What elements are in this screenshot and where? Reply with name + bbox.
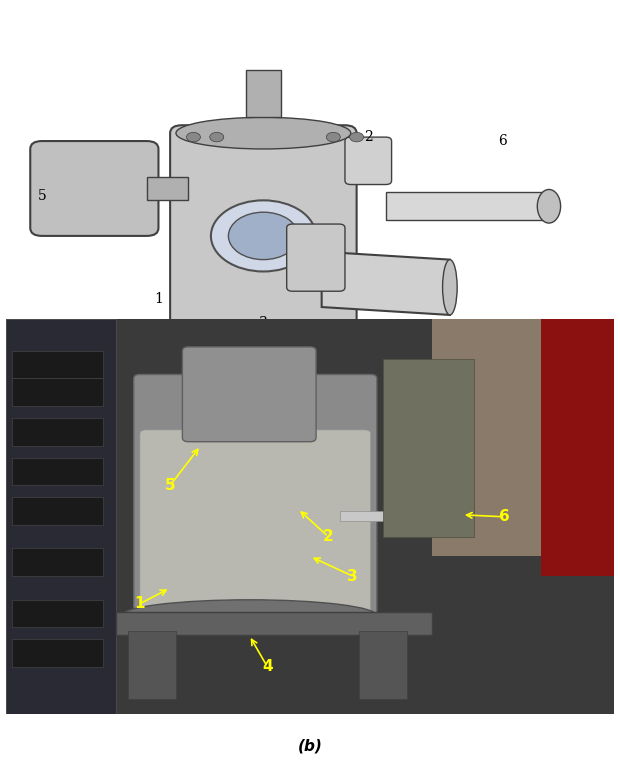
Circle shape [568,505,598,525]
Bar [6,319,115,714]
Text: 2: 2 [323,529,334,544]
Bar [358,632,407,698]
Circle shape [211,201,316,271]
Bar [12,378,104,406]
Text: 1: 1 [154,292,163,306]
Text: 4: 4 [340,331,350,346]
FancyBboxPatch shape [140,430,371,616]
Bar [386,192,549,220]
Circle shape [228,212,298,260]
Bar [541,319,614,576]
FancyBboxPatch shape [286,224,345,291]
FancyBboxPatch shape [345,137,392,185]
Circle shape [303,338,317,347]
Ellipse shape [122,600,377,632]
Text: 6: 6 [499,509,510,524]
Bar [383,359,474,537]
Circle shape [210,132,224,142]
Text: 3: 3 [347,568,358,584]
Ellipse shape [443,260,457,315]
Bar [147,176,188,201]
Ellipse shape [170,323,356,354]
FancyBboxPatch shape [30,141,159,236]
Circle shape [350,132,363,142]
Circle shape [187,338,200,347]
Bar [12,418,104,445]
Circle shape [187,132,200,142]
Text: 5: 5 [38,189,46,204]
Text: (a): (a) [298,403,322,418]
Bar [432,319,614,556]
Text: (b): (b) [298,738,322,753]
Ellipse shape [176,117,351,149]
Text: 3: 3 [259,316,268,330]
Circle shape [326,132,340,142]
Text: 4: 4 [262,660,273,674]
Circle shape [210,338,224,347]
Text: 1: 1 [135,597,145,611]
Polygon shape [322,252,450,315]
Bar [12,549,104,576]
Bar [340,511,583,521]
Circle shape [326,338,340,347]
Bar [12,639,104,667]
FancyBboxPatch shape [134,375,377,619]
Bar [128,632,176,698]
Bar [12,600,104,628]
FancyBboxPatch shape [182,347,316,442]
Bar [115,612,432,635]
FancyBboxPatch shape [170,125,356,347]
Ellipse shape [538,189,560,223]
Circle shape [280,338,294,347]
Bar [12,458,104,485]
Bar [12,497,104,524]
Circle shape [233,338,247,347]
Text: 2: 2 [364,130,373,144]
Circle shape [257,338,270,347]
Text: 6: 6 [498,134,507,148]
Bar [246,70,281,117]
Bar [12,351,104,378]
Text: 5: 5 [165,478,175,492]
